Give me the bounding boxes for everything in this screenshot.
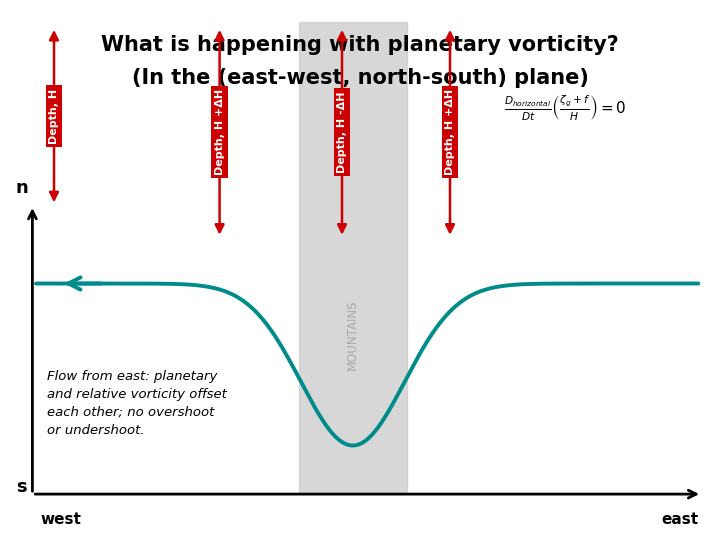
Text: (In the (east-west, north-south) plane): (In the (east-west, north-south) plane): [132, 68, 588, 87]
Text: Depth, H: Depth, H: [49, 89, 59, 144]
Text: s: s: [17, 478, 27, 496]
Text: Depth, H +ΔH: Depth, H +ΔH: [445, 89, 455, 176]
Text: Flow from east: planetary
and relative vorticity offset
each other; no overshoot: Flow from east: planetary and relative v…: [47, 370, 227, 437]
Bar: [299, 22, 407, 494]
Text: What is happening with planetary vorticity?: What is happening with planetary vortici…: [101, 35, 619, 55]
Text: Depth, H +ΔH: Depth, H +ΔH: [215, 89, 225, 176]
Text: MOUNTAINS: MOUNTAINS: [346, 300, 359, 370]
Text: east: east: [662, 511, 699, 526]
Text: n: n: [15, 179, 28, 197]
Text: Depth, H -ΔH: Depth, H -ΔH: [337, 92, 347, 173]
Text: west: west: [41, 511, 81, 526]
Text: $\frac{D_{horizontal}}{Dt}\left(\frac{\zeta_g + f}{H}\right) = 0$: $\frac{D_{horizontal}}{Dt}\left(\frac{\z…: [504, 93, 626, 123]
